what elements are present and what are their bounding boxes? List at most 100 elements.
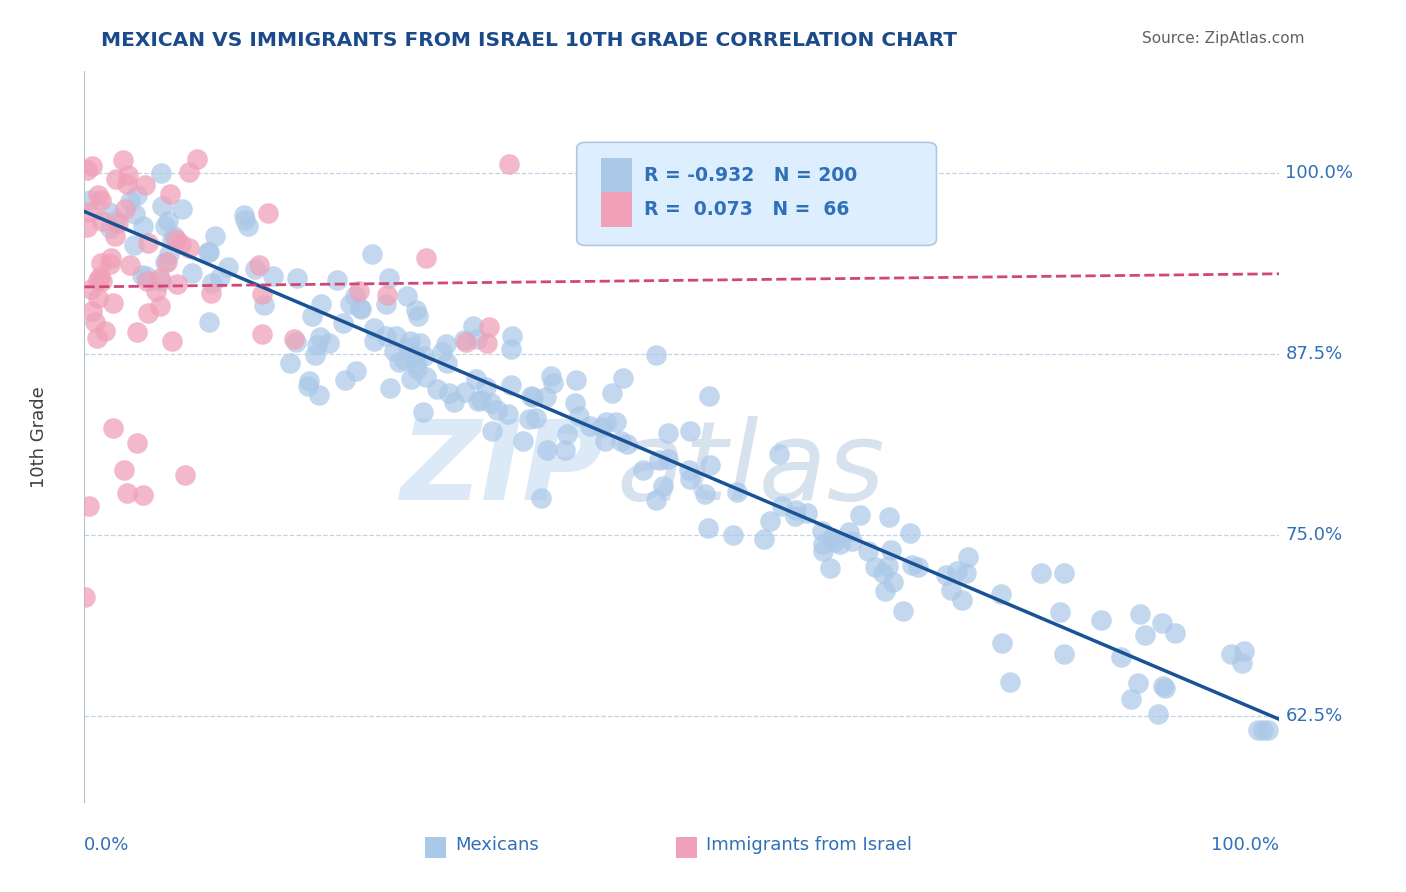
Point: [90, 274, 112, 288]
Point: [605, 415, 627, 429]
Point: [236, 219, 259, 234]
Point: [990, 636, 1012, 650]
Point: [956, 550, 979, 565]
Point: [262, 269, 284, 284]
Point: [651, 479, 673, 493]
Point: [84, 314, 107, 328]
Point: [415, 370, 437, 384]
Point: [412, 350, 434, 364]
Point: [945, 564, 967, 578]
Text: 75.0%: 75.0%: [1285, 526, 1343, 544]
Point: [125, 435, 148, 450]
Point: [430, 344, 453, 359]
Point: [1220, 647, 1243, 661]
Point: [384, 329, 406, 343]
Point: [153, 219, 176, 233]
Point: [98, 257, 121, 271]
Point: [335, 373, 357, 387]
Point: [1119, 692, 1142, 706]
Point: [1053, 647, 1076, 661]
Point: [159, 186, 181, 201]
Point: [173, 468, 195, 483]
Point: [405, 303, 427, 318]
Point: [501, 328, 523, 343]
Point: [217, 260, 239, 274]
Point: [612, 371, 634, 385]
Point: [1257, 723, 1279, 738]
Point: [145, 285, 167, 299]
Point: [721, 528, 744, 542]
Point: [388, 355, 411, 369]
Text: R = -0.932   N = 200: R = -0.932 N = 200: [644, 167, 856, 186]
Point: [311, 297, 333, 311]
Point: [297, 379, 319, 393]
Point: [478, 319, 501, 334]
Point: [530, 491, 553, 505]
Point: [568, 409, 591, 424]
Point: [880, 543, 903, 558]
Point: [467, 393, 489, 408]
Point: [725, 484, 748, 499]
Point: [405, 361, 427, 376]
FancyBboxPatch shape: [600, 159, 631, 194]
Point: [536, 442, 558, 457]
Point: [941, 582, 963, 597]
Point: [308, 388, 330, 402]
Point: [863, 559, 886, 574]
Point: [481, 424, 503, 438]
Point: [454, 384, 477, 399]
Point: [849, 508, 872, 522]
Point: [82, 159, 104, 173]
Point: [1129, 607, 1152, 621]
Point: [426, 383, 449, 397]
Point: [160, 334, 183, 349]
Point: [285, 335, 308, 350]
Point: [486, 403, 509, 417]
Point: [901, 558, 924, 573]
Point: [252, 287, 274, 301]
Point: [149, 166, 172, 180]
Point: [98, 205, 121, 219]
Point: [344, 363, 367, 377]
Point: [838, 524, 860, 539]
Point: [696, 521, 718, 535]
Point: [453, 333, 475, 347]
Point: [115, 177, 138, 191]
Point: [1150, 615, 1173, 630]
Point: [247, 258, 270, 272]
Point: [360, 247, 382, 261]
Point: [392, 352, 415, 367]
Point: [415, 251, 437, 265]
Point: [412, 405, 434, 419]
Point: [1251, 723, 1274, 738]
Point: [156, 255, 179, 269]
Point: [823, 535, 845, 549]
Text: MEXICAN VS IMMIGRANTS FROM ISRAEL 10TH GRADE CORRELATION CHART: MEXICAN VS IMMIGRANTS FROM ISRAEL 10TH G…: [101, 31, 957, 50]
Point: [877, 559, 900, 574]
Point: [395, 289, 418, 303]
Point: [114, 202, 136, 216]
Point: [384, 344, 406, 359]
Point: [1109, 649, 1132, 664]
Point: [332, 316, 354, 330]
Point: [679, 425, 702, 439]
Point: [378, 270, 401, 285]
Point: [87, 291, 110, 305]
Point: [828, 537, 851, 551]
Text: R =  0.073   N =  66: R = 0.073 N = 66: [644, 200, 849, 219]
Point: [285, 271, 308, 285]
Point: [104, 228, 127, 243]
FancyBboxPatch shape: [425, 838, 447, 858]
Point: [758, 514, 780, 528]
Point: [150, 199, 173, 213]
Point: [990, 587, 1012, 601]
Point: [935, 568, 957, 582]
Text: Mexicans: Mexicans: [456, 836, 538, 855]
Point: [197, 245, 219, 260]
Point: [404, 349, 426, 363]
Point: [697, 389, 720, 403]
Point: [112, 153, 135, 168]
Point: [98, 220, 121, 235]
Point: [103, 420, 125, 434]
Point: [437, 386, 460, 401]
